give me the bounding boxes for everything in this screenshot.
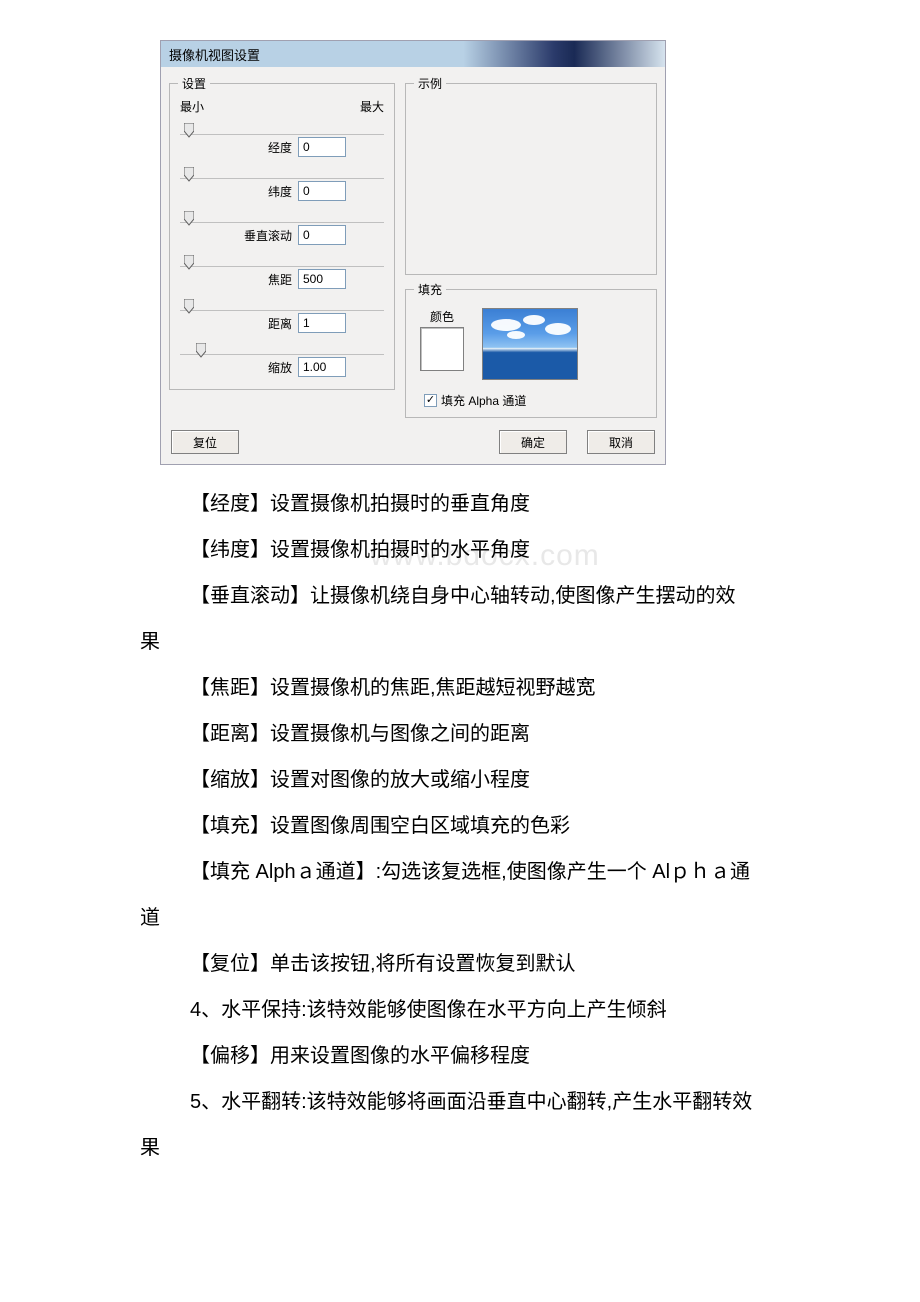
example-group: 示例: [405, 75, 657, 275]
longitude-slider[interactable]: [180, 117, 384, 135]
zoom-input[interactable]: [298, 357, 346, 377]
fill-color-swatch[interactable]: [420, 327, 464, 371]
doc-line: 果: [140, 1129, 780, 1167]
distance-slider[interactable]: [180, 293, 384, 311]
zoom-slider[interactable]: [180, 337, 384, 355]
roll-slider[interactable]: [180, 205, 384, 223]
checkbox-icon: ✓: [424, 394, 437, 407]
slider-thumb-icon: [184, 167, 194, 183]
ok-button[interactable]: 确定: [499, 430, 567, 454]
document-body: 【经度】设置摄像机拍摄时的垂直角度 【纬度】设置摄像机拍摄时的水平角度 【垂直滚…: [140, 485, 780, 1167]
doc-line: 【复位】单击该按钮,将所有设置恢复到默认: [140, 945, 780, 983]
fill-color-label: 颜色: [420, 308, 464, 325]
doc-line: 【缩放】设置对图像的放大或缩小程度: [140, 761, 780, 799]
slider-thumb-icon: [184, 299, 194, 315]
dialog-title: 摄像机视图设置: [161, 41, 665, 67]
fill-alpha-checkbox-row[interactable]: ✓ 填充 Alpha 通道: [414, 388, 648, 409]
doc-line: 4、水平保持:该特效能够使图像在水平方向上产生倾斜: [140, 991, 780, 1029]
distance-label: 距离: [268, 315, 292, 332]
focal-input[interactable]: [298, 269, 346, 289]
fill-alpha-label: 填充 Alpha 通道: [441, 392, 526, 409]
focal-row: 焦距: [178, 249, 386, 289]
doc-line: 【填充】设置图像周围空白区域填充的色彩: [140, 807, 780, 845]
doc-line: 道: [140, 899, 780, 937]
latitude-input[interactable]: [298, 181, 346, 201]
doc-line: 【距离】设置摄像机与图像之间的距离: [140, 715, 780, 753]
example-legend: 示例: [414, 75, 446, 92]
latitude-row: 纬度: [178, 161, 386, 201]
slider-thumb-icon: [184, 123, 194, 139]
slider-thumb-icon: [184, 211, 194, 227]
fill-preview-image[interactable]: [482, 308, 578, 380]
focal-slider[interactable]: [180, 249, 384, 267]
focal-label: 焦距: [268, 271, 292, 288]
roll-label: 垂直滚动: [244, 227, 292, 244]
range-min-label: 最小: [180, 98, 204, 115]
roll-row: 垂直滚动: [178, 205, 386, 245]
fill-legend: 填充: [414, 281, 446, 298]
latitude-label: 纬度: [268, 183, 292, 200]
doc-line: 【填充 Alphａ通道】:勾选该复选框,使图像产生一个 Alｐｈａ通: [140, 853, 780, 891]
doc-line: 【焦距】设置摄像机的焦距,焦距越短视野越宽: [140, 669, 780, 707]
longitude-label: 经度: [268, 139, 292, 156]
longitude-row: 经度: [178, 117, 386, 157]
settings-group: 设置 最小 最大 经度: [169, 75, 395, 390]
camera-view-settings-dialog: 摄像机视图设置 设置 最小 最大 经度: [160, 40, 666, 465]
settings-legend: 设置: [178, 75, 210, 92]
fill-group: 填充 颜色 ✓: [405, 281, 657, 418]
doc-line: 【垂直滚动】让摄像机绕自身中心轴转动,使图像产生摆动的效: [140, 577, 780, 615]
distance-input[interactable]: [298, 313, 346, 333]
zoom-row: 缩放: [178, 337, 386, 377]
doc-line: 【经度】设置摄像机拍摄时的垂直角度: [140, 485, 780, 523]
cancel-button[interactable]: 取消: [587, 430, 655, 454]
doc-line: 5、水平翻转:该特效能够将画面沿垂直中心翻转,产生水平翻转效: [140, 1083, 780, 1121]
longitude-input[interactable]: [298, 137, 346, 157]
roll-input[interactable]: [298, 225, 346, 245]
doc-line: 果: [140, 623, 780, 661]
slider-thumb-icon: [196, 343, 206, 359]
latitude-slider[interactable]: [180, 161, 384, 179]
slider-thumb-icon: [184, 255, 194, 271]
reset-button[interactable]: 复位: [171, 430, 239, 454]
doc-line: 【纬度】设置摄像机拍摄时的水平角度: [140, 531, 780, 569]
distance-row: 距离: [178, 293, 386, 333]
doc-line: 【偏移】用来设置图像的水平偏移程度: [140, 1037, 780, 1075]
zoom-label: 缩放: [268, 359, 292, 376]
range-max-label: 最大: [360, 98, 384, 115]
